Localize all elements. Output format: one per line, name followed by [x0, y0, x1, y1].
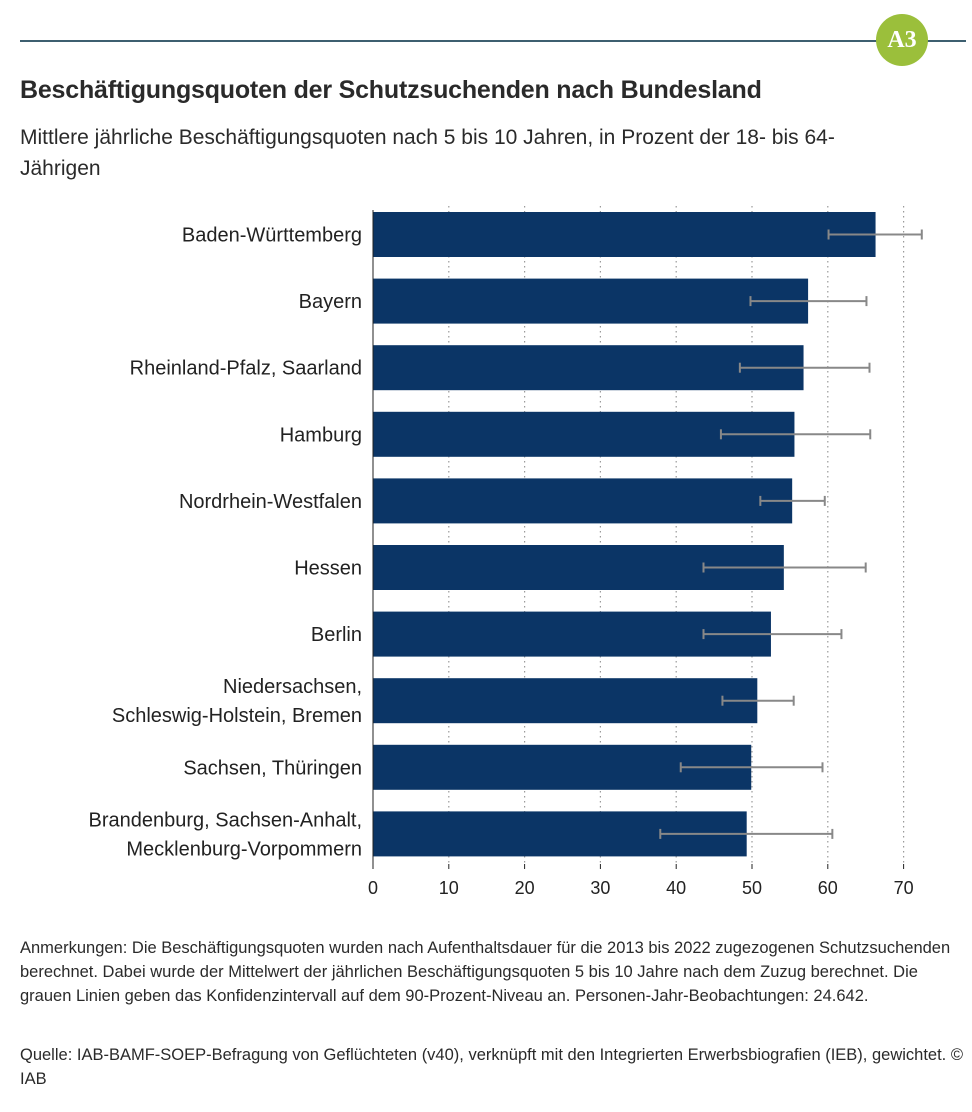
category-label: Brandenburg, Sachsen-Anhalt, [88, 809, 362, 831]
x-tick-label: 70 [894, 878, 914, 898]
category-label: Berlin [311, 624, 362, 646]
bar-chart: Baden-Württemberg Bayern Rheinland-Pfalz, … [88, 206, 923, 898]
x-tick-label: 60 [818, 878, 838, 898]
top-rule [20, 40, 966, 42]
category-labels: Baden-Württemberg Bayern Rheinland-Pfalz, … [88, 225, 362, 861]
category-label: Nordrhein-Westfalen [179, 491, 362, 513]
bar [373, 678, 758, 724]
chart-source: Quelle: IAB-BAMF-SOEP-Befragung von Gefl… [20, 1046, 963, 1088]
category-label: Hamburg [280, 424, 362, 446]
bar [373, 478, 793, 524]
grid-lines [372, 206, 905, 869]
bar [373, 278, 809, 324]
x-tick-label: 50 [742, 878, 762, 898]
chart-title: Beschäftigungsquoten der Schutzsuchenden… [20, 76, 762, 104]
category-label: Mecklenburg-Vorpommern [126, 838, 362, 860]
category-label: Sachsen, Thüringen [183, 757, 362, 779]
category-label: Schleswig-Holstein, Bremen [112, 705, 362, 727]
x-tick-label: 0 [368, 878, 378, 898]
x-tick-label: 20 [515, 878, 535, 898]
chart-notes: Anmerkungen: Die Beschäftigungsquoten wu… [20, 939, 951, 1005]
figure-badge: A3 [876, 14, 928, 66]
category-label: Rheinland-Pfalz, Saarland [130, 358, 362, 380]
bars [373, 212, 876, 857]
bar [373, 212, 876, 257]
category-label: Bayern [299, 291, 362, 313]
category-label: Hessen [294, 558, 362, 580]
bar [373, 345, 804, 391]
category-label: Niedersachsen, [223, 676, 362, 698]
x-tick-label: 30 [590, 878, 610, 898]
x-tick-label: 10 [439, 878, 459, 898]
x-tick-label: 40 [666, 878, 686, 898]
chart-subtitle: Mittlere jährliche Beschäftigungsquoten … [20, 126, 835, 180]
error-bars [659, 229, 923, 839]
x-tick-labels: 0 10 20 30 40 50 60 70 [368, 878, 914, 898]
category-label: Baden-Württemberg [182, 225, 362, 247]
